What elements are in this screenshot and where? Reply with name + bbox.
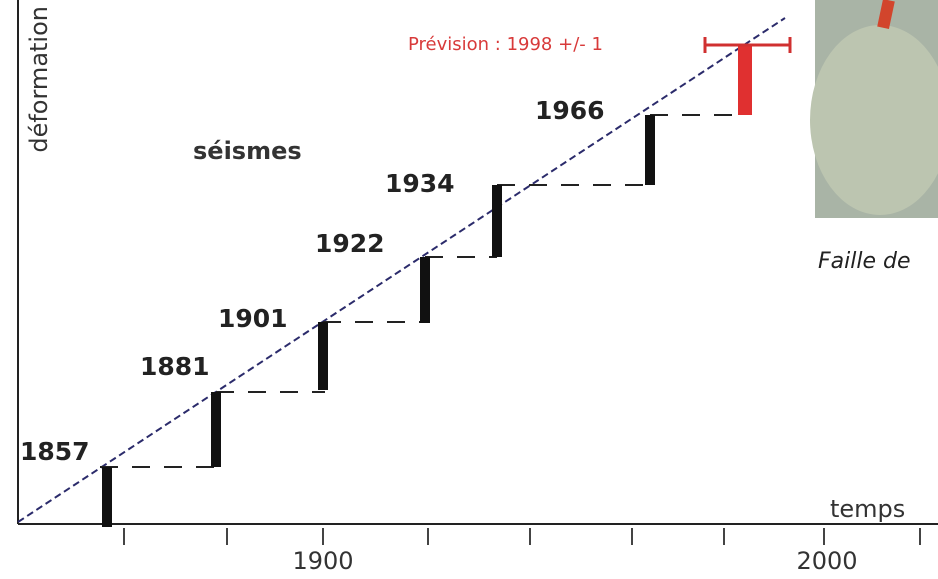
prediction-range (703, 37, 792, 53)
prediction-label: Prévision : 1998 +/- 1 (408, 34, 603, 55)
photo-caption: Faille de (818, 249, 911, 274)
x-ticks (123, 528, 921, 545)
photo-marker (877, 0, 895, 29)
quake-year: 1966 (535, 96, 605, 125)
quake-year: 1922 (315, 229, 385, 258)
photo-detail (810, 25, 938, 215)
quake-year: 1857 (20, 437, 90, 466)
y-axis-label: déformation (25, 6, 53, 153)
steps (100, 114, 745, 468)
quake-year: 1901 (218, 304, 288, 333)
trend-line (17, 17, 786, 523)
x-tick-label: 2000 (796, 547, 857, 575)
x-tick-label: 1900 (292, 547, 353, 575)
quake-year: 1881 (140, 352, 210, 381)
quake-bars (102, 115, 655, 527)
section-label: séismes (193, 137, 302, 165)
quake-year: 1934 (385, 169, 455, 198)
prediction-bar (738, 45, 752, 115)
x-axis-label: temps (830, 495, 905, 523)
